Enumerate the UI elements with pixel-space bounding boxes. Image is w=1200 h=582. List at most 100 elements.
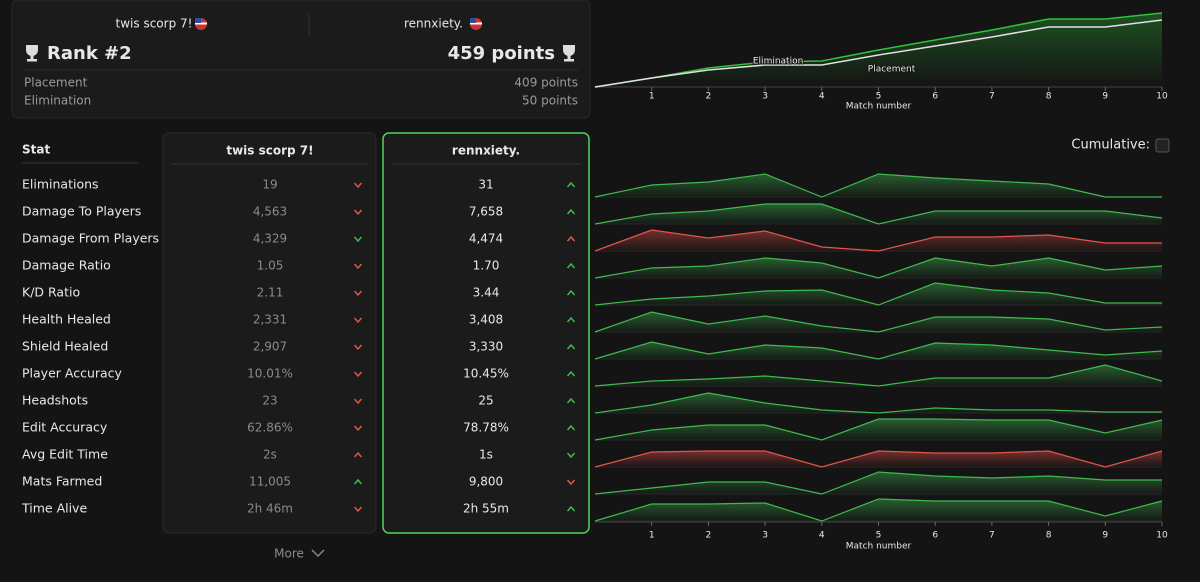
trend-arrow [566,181,576,188]
flag-icon [195,18,207,30]
sparkline [594,471,1162,495]
sparkline-area [595,419,1162,440]
line [594,12,1163,88]
rank: Rank #2 [47,43,132,64]
annotation: Placement [868,65,916,75]
x-tick-label: 10 [1156,92,1168,102]
sparkline-area [595,499,1162,521]
stat-value: 2.11 [257,286,284,300]
trend-arrow [353,209,363,216]
stat-label: Mats Farmed [22,474,102,489]
more-label[interactable]: More [274,547,304,561]
trend-arrow [566,316,576,323]
sparkline [594,311,1163,333]
stat-value: 3,330 [469,340,503,354]
total-points: 459 points [448,43,555,64]
stat-value: 10.01% [247,367,293,381]
x-axis-label: Match number [846,542,912,552]
trend-arrow [353,236,363,243]
x-axis-label: Match number [846,102,912,112]
stat-value: 7,658 [469,205,503,219]
cumulative-checkbox[interactable] [1155,138,1170,153]
sparkline-area [595,451,1162,467]
stat-label: Shield Healed [22,339,108,354]
flag-icon [470,18,482,30]
trophy-icon [26,45,38,62]
sparkline-area [595,365,1162,386]
sparkline [594,229,1162,252]
sparkline [594,498,1163,522]
x-tick-label: 7 [989,92,995,102]
trend-arrow [566,424,576,431]
breakdown-label: Elimination [24,94,91,108]
x-tick-label: 7 [989,531,995,541]
trend-arrow [353,451,363,458]
x-tick-label: 9 [1102,531,1108,541]
sparkline [594,364,1163,387]
stat-label: Damage From Players [22,231,159,246]
stat-value: 3,408 [469,313,503,327]
trend-arrow [353,290,363,297]
stat-label: Health Healed [22,312,111,327]
stat-label: K/D Ratio [22,285,80,300]
column-header: rennxiety. [452,144,520,158]
x-tick-label: 10 [1156,531,1168,541]
more-button[interactable]: More [274,547,325,561]
sparkline-area [595,204,1162,224]
breakdown-label: Placement [24,76,88,90]
trend-arrow [353,317,363,324]
stat-value: 3.44 [473,286,500,300]
x-tick-label: 4 [819,92,825,102]
trophy-icon [563,45,575,62]
sparkline-area [595,230,1162,251]
x-tick-label: 5 [876,531,882,541]
x-tick-label: 8 [1046,92,1052,102]
trend-arrow [353,506,363,513]
x-tick-label: 9 [1102,92,1108,102]
trend-arrow [566,479,576,486]
sparkline-area [595,258,1162,278]
stat-header: Stat [22,143,50,157]
trend-arrow [566,397,576,404]
stat-value: 2,907 [253,340,287,354]
x-tick-label: 3 [762,92,768,102]
stat-value: 31 [478,178,493,192]
x-tick-label: 3 [762,531,768,541]
stat-label: Eliminations [22,177,99,192]
sparkline-area [595,312,1162,332]
sparkline [594,203,1163,225]
chevron [311,549,325,558]
sparkline [594,173,1162,198]
trend-arrow [353,263,363,270]
x-tick-label: 6 [932,531,938,541]
sparkline-area [595,283,1162,305]
trend-arrow [353,398,363,405]
stat-label: Damage To Players [22,204,141,219]
player-column-highlight [382,132,590,534]
x-tick-label: 2 [706,92,712,102]
stat-label: Edit Accuracy [22,420,108,435]
stat-label: Player Accuracy [22,366,123,381]
stat-value: 62.86% [247,421,293,435]
stat-value: 11,005 [249,475,291,489]
breakdown-value: 50 points [522,94,578,108]
stat-label: Avg Edit Time [22,447,108,462]
stat-value: 19 [262,178,277,192]
x-tick-label: 4 [819,531,825,541]
trend-arrow [566,343,576,350]
x-tick-label: 2 [706,531,712,541]
x-tick-label: 1 [649,531,655,541]
trend-arrow [566,262,576,269]
sparkline [594,282,1162,306]
sparkline [594,341,1163,360]
sparkline [594,450,1163,468]
column-header: twis scorp 7! [226,144,313,158]
trend-arrow [566,505,576,512]
stat-value: 4,563 [253,205,287,219]
sparkline [594,418,1163,441]
breakdown-value: 409 points [514,76,578,90]
player-name: twis scorp 7! [116,17,193,31]
sparkline [594,257,1163,279]
stat-value: 78.78% [463,421,509,435]
stat-label: Time Alive [21,501,87,516]
